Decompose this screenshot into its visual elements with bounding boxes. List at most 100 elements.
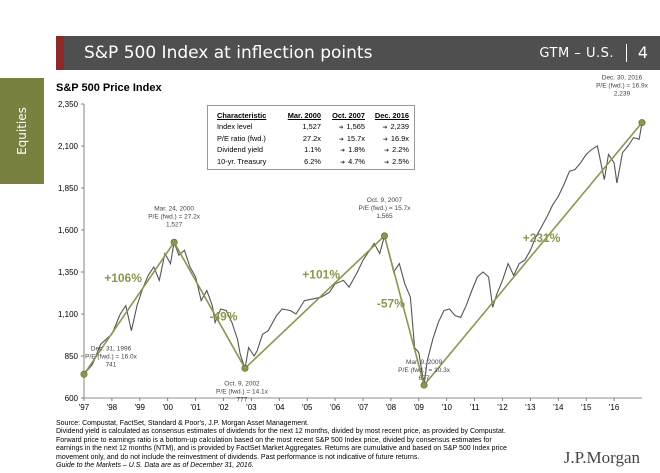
percent-change-label: +101% <box>302 268 340 282</box>
x-tick-label: '97 <box>79 403 90 412</box>
inflection-point-marker <box>241 364 249 372</box>
pe-cell: 1,527 <box>302 122 322 132</box>
pe-header-cell: Mar. 2000 <box>287 111 321 120</box>
annotation-label: 741 <box>106 361 117 368</box>
y-tick-label: 1,100 <box>58 310 79 319</box>
pe-table-row: Index level 1,527 ➔ 1,565 ➔ 2,239 <box>214 121 412 133</box>
y-tick-label: 850 <box>65 352 79 361</box>
annotation-label: P/E (fwd.) = 16.0x <box>85 353 138 360</box>
percent-change-label: +231% <box>523 231 561 245</box>
inflection-point-marker <box>380 232 388 240</box>
pe-cell: 1,565 <box>346 122 366 132</box>
percent-change-label: +106% <box>104 271 142 285</box>
arrow-right-icon: ➔ <box>382 136 388 143</box>
pe-table-header: Characteristic Mar. 2000 Oct. 2007 Dec. … <box>214 110 412 121</box>
x-tick-label: '06 <box>330 403 341 412</box>
footnote: Source: Compustat, FactSet, Standard & P… <box>56 420 616 470</box>
x-tick-label: '12 <box>497 403 508 412</box>
annotation-label: 1,527 <box>166 221 183 228</box>
x-tick-label: '09 <box>414 403 425 412</box>
y-tick-label: 600 <box>65 394 79 403</box>
arrow-right-icon: ➔ <box>340 159 346 166</box>
arrow-right-icon: ➔ <box>384 148 390 155</box>
annotation-label: P/E (fwd.) = 16.9x <box>596 83 649 90</box>
x-tick-label: '07 <box>358 403 369 412</box>
x-tick-label: '11 <box>470 403 480 412</box>
arrow-right-icon: ➔ <box>338 125 344 132</box>
arrow-right-icon: ➔ <box>338 136 344 143</box>
side-tab-equities[interactable]: Equities <box>0 78 44 184</box>
x-tick-label: '03 <box>246 403 257 412</box>
footnote-line: earnings in the next 12 months (NTM), an… <box>56 445 507 453</box>
percent-change-label: -49% <box>209 310 237 324</box>
pe-table-row: P/E ratio (fwd.) 27.2x ➔ 15.7x ➔ 16.9x <box>214 133 412 145</box>
inflection-point-marker <box>80 370 88 378</box>
annotation-label: P/E (fwd.) = 10.3x <box>398 367 451 374</box>
page-title: S&P 500 Index at inflection points <box>84 43 373 63</box>
pe-table-row: Dividend yield 1.1% ➔ 1.8% ➔ 2.2% <box>214 144 412 156</box>
annotation-label: Mar. 9, 2009 <box>406 359 443 366</box>
pe-header-cell: Oct. 2007 <box>332 111 365 120</box>
x-tick-label: '01 <box>190 403 201 412</box>
arrow-right-icon: ➔ <box>384 159 390 166</box>
x-tick-label: '13 <box>525 403 536 412</box>
arrow-right-icon: ➔ <box>340 148 346 155</box>
header-accent <box>56 36 64 70</box>
annotation-label: Mar. 24, 2000 <box>154 205 194 212</box>
y-tick-label: 2,100 <box>58 142 79 151</box>
percent-change-label: -57% <box>377 296 405 310</box>
pe-cell: 6.2% <box>304 156 321 166</box>
pe-table: Characteristic Mar. 2000 Oct. 2007 Dec. … <box>207 105 415 170</box>
y-tick-label: 1,600 <box>58 226 79 235</box>
annotation-label: 677 <box>419 375 430 382</box>
header-bar: S&P 500 Index at inflection points GTM –… <box>56 36 660 70</box>
x-tick-label: '08 <box>386 403 397 412</box>
page-number: 4 <box>637 43 648 62</box>
annotation-label: 777 <box>237 396 248 403</box>
y-tick-label: 1,350 <box>58 268 79 277</box>
pe-cell: 15.7x <box>346 133 365 143</box>
annotation-label: P/E (fwd.) = 27.2x <box>148 213 201 220</box>
pe-cell: 2,239 <box>390 122 410 132</box>
x-tick-label: '99 <box>135 403 146 412</box>
pe-cell: Index level <box>217 122 253 132</box>
x-tick-label: '10 <box>441 403 452 412</box>
pe-cell: 1.8% <box>348 145 365 155</box>
x-tick-label: '04 <box>274 403 285 412</box>
footnote-line: Guide to the Markets – U.S. Data are as … <box>56 462 254 470</box>
pe-header-cell: Characteristic <box>217 111 267 120</box>
section-label: GTM – U.S. <box>539 46 614 61</box>
chart-title: S&P 500 Price Index <box>56 82 162 94</box>
inflection-point-marker <box>170 238 178 246</box>
trend-line <box>83 122 643 387</box>
x-tick-label: '15 <box>581 403 592 412</box>
pe-cell: 4.7% <box>348 156 365 166</box>
y-tick-label: 2,350 <box>58 100 79 109</box>
annotation-label: P/E (fwd.) = 15.7x <box>359 205 412 212</box>
annotation-label: Oct. 9, 2007 <box>367 197 403 204</box>
arrow-right-icon: ➔ <box>382 125 388 132</box>
footnote-line: Forward price to earnings ratio is a bot… <box>56 436 492 444</box>
annotation-label: Oct. 9, 2002 <box>224 380 260 387</box>
pe-cell: 1.1% <box>304 145 321 155</box>
annotation-label: Dec. 30, 2016 <box>602 75 643 82</box>
x-tick-label: '02 <box>218 403 229 412</box>
pe-cell: 2.2% <box>392 145 409 155</box>
footnote-line: Dividend yield is calculated as consensu… <box>56 428 506 436</box>
pe-cell: P/E ratio (fwd.) <box>217 133 266 143</box>
x-tick-label: '00 <box>162 403 173 412</box>
pe-header-cell: Dec. 2016 <box>374 111 409 120</box>
header-divider <box>626 44 627 62</box>
footnote-line: movement only, and do not include the re… <box>56 453 420 461</box>
annotation-label: P/E (fwd.) = 14.1x <box>216 388 269 395</box>
pe-cell: 27.2x <box>302 133 321 143</box>
annotation-label: Dec. 31, 1996 <box>91 345 132 352</box>
x-tick-label: '98 <box>107 403 118 412</box>
annotation-label: 1,565 <box>376 213 393 220</box>
pe-cell: 10-yr. Treasury <box>217 156 267 166</box>
pe-table-row: 10-yr. Treasury 6.2% ➔ 4.7% ➔ 2.5% <box>214 156 412 168</box>
pe-cell: 2.5% <box>392 156 409 166</box>
x-tick-label: '14 <box>553 403 564 412</box>
pe-cell: 16.9x <box>390 133 409 143</box>
